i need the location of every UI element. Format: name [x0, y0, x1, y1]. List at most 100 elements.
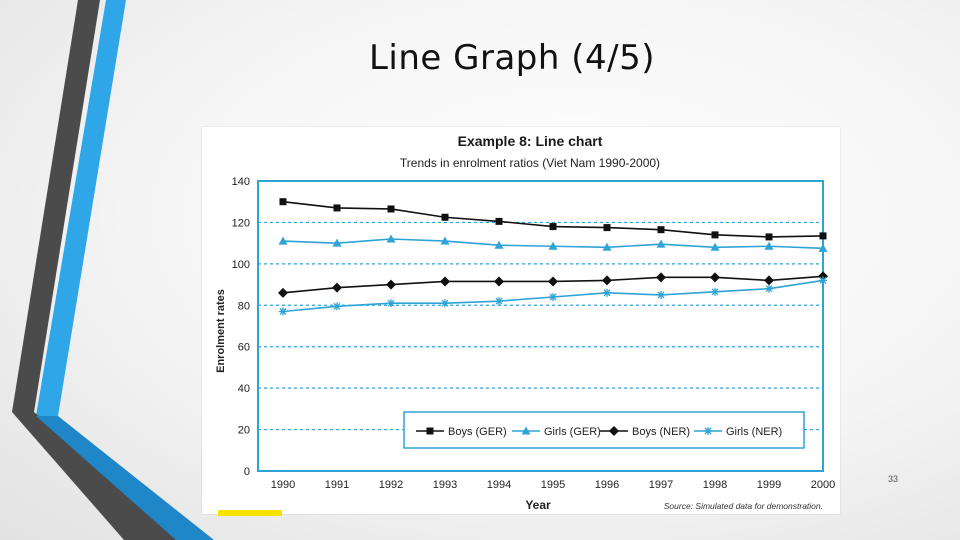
data-point-triangle	[602, 242, 612, 251]
data-point-square	[765, 233, 773, 241]
legend-label: Girls (NER)	[726, 426, 782, 438]
y-tick-label: 140	[232, 176, 250, 188]
data-point-square	[495, 217, 503, 225]
legend-label: Boys (GER)	[448, 426, 507, 438]
data-point-triangle	[278, 236, 288, 245]
x-tick-labels: 1990 1991 1992 1993 1994 1995 1996 1997 1998 1999…	[271, 479, 835, 491]
data-point-diamond	[332, 282, 342, 293]
data-point-triangle	[440, 236, 450, 245]
star-marker-stroke	[603, 289, 611, 297]
data-point-square	[603, 224, 611, 232]
data-point-square	[387, 205, 395, 213]
decor-blue-bar	[36, 0, 126, 416]
data-point-star	[279, 307, 287, 316]
legend: Boys (GER) Girls (GER) Boys (NER) Girls (NE…	[403, 411, 805, 449]
x-tick-label: 1993	[433, 479, 457, 491]
y-tick-label: 40	[238, 383, 250, 395]
slide-title: Line Graph (4/5)	[368, 38, 655, 78]
decor-dark-bar	[12, 0, 100, 412]
data-point-diamond	[656, 272, 666, 283]
series-line	[282, 200, 824, 238]
x-tick-label: 1996	[595, 479, 619, 491]
star-marker-stroke	[765, 285, 773, 293]
series-group	[278, 198, 828, 316]
data-point-star	[387, 299, 395, 308]
y-tick-labels: 0 20 40 60 80 100 120 140	[232, 176, 250, 478]
x-tick-label: 1995	[541, 479, 565, 491]
data-point-star	[333, 302, 341, 311]
y-tick-label: 80	[238, 300, 250, 312]
legend-marker-square	[426, 427, 434, 435]
y-tick-label: 60	[238, 342, 250, 354]
x-tick-label: 1991	[325, 479, 349, 491]
data-point-square	[819, 232, 827, 240]
x-axis-label: Year	[525, 498, 551, 512]
data-point-star	[711, 287, 719, 296]
data-point-square	[657, 226, 665, 234]
plot-frame	[257, 180, 824, 472]
star-marker-stroke	[549, 293, 557, 301]
star-marker-stroke	[441, 299, 449, 307]
data-point-diamond	[440, 276, 450, 287]
data-point-diamond	[710, 272, 720, 283]
star-marker-stroke	[704, 427, 712, 435]
legend-label: Boys (NER)	[632, 426, 690, 438]
y-tick-label: 120	[232, 217, 250, 229]
data-point-star	[549, 293, 557, 301]
data-point-star	[603, 288, 611, 297]
grid-lines	[258, 221, 823, 431]
series-0	[279, 198, 827, 241]
page-number: 33	[888, 474, 899, 484]
x-tick-label: 2000	[811, 479, 835, 491]
chart-title: Example 8: Line chart	[458, 133, 603, 149]
data-point-diamond	[278, 287, 288, 298]
x-tick-label: 1999	[757, 479, 781, 491]
chart-source: Source: Simulated data for demonstration…	[664, 501, 823, 511]
data-point-star	[441, 299, 449, 308]
star-marker-stroke	[711, 288, 719, 296]
data-point-diamond	[386, 279, 396, 290]
y-tick-label: 100	[232, 259, 250, 271]
data-point-triangle	[332, 238, 342, 247]
series-3	[279, 276, 827, 316]
legend-label: Girls (GER)	[544, 426, 601, 438]
data-point-triangle	[386, 234, 396, 243]
legend-marker-diamond	[609, 426, 619, 436]
chart-subtitle: Trends in enrolment ratios (Viet Nam 199…	[400, 156, 660, 170]
x-tick-label: 1997	[649, 479, 673, 491]
data-point-star	[657, 290, 665, 299]
y-axis-label: Enrolment rates	[215, 289, 227, 373]
series-1	[278, 234, 828, 252]
data-point-square	[549, 223, 557, 231]
star-marker-stroke	[657, 291, 665, 299]
data-point-diamond	[602, 275, 612, 286]
decor-blue-diagonal	[36, 416, 214, 540]
legend-marker-triangle	[521, 426, 531, 435]
y-tick-label: 20	[238, 425, 250, 437]
x-tick-label: 1992	[379, 479, 403, 491]
legend-box	[403, 411, 805, 449]
star-marker-stroke	[495, 297, 503, 305]
x-tick-label: 1990	[271, 479, 295, 491]
data-point-triangle	[548, 241, 558, 250]
x-tick-label: 1998	[703, 479, 727, 491]
y-tick-label: 0	[244, 466, 250, 478]
data-point-star	[765, 284, 773, 293]
data-point-star	[495, 297, 503, 306]
star-marker-stroke	[333, 302, 341, 310]
data-point-triangle	[818, 243, 828, 252]
x-tick-label: 1994	[487, 479, 511, 491]
chart-panel: Example 8: Line chart Trends in enrolmen…	[202, 127, 840, 514]
legend-marker-star	[704, 427, 712, 435]
data-point-square	[333, 204, 341, 212]
data-point-diamond	[764, 275, 774, 286]
decor-dark-diagonal	[12, 412, 180, 540]
data-point-triangle	[656, 239, 666, 248]
data-point-square	[441, 213, 449, 221]
line-chart: Example 8: Line chart Trends in enrolmen…	[215, 133, 835, 512]
data-point-diamond	[494, 276, 504, 287]
star-marker-stroke	[279, 308, 287, 315]
star-marker-stroke	[387, 299, 395, 307]
data-point-diamond	[548, 276, 558, 287]
